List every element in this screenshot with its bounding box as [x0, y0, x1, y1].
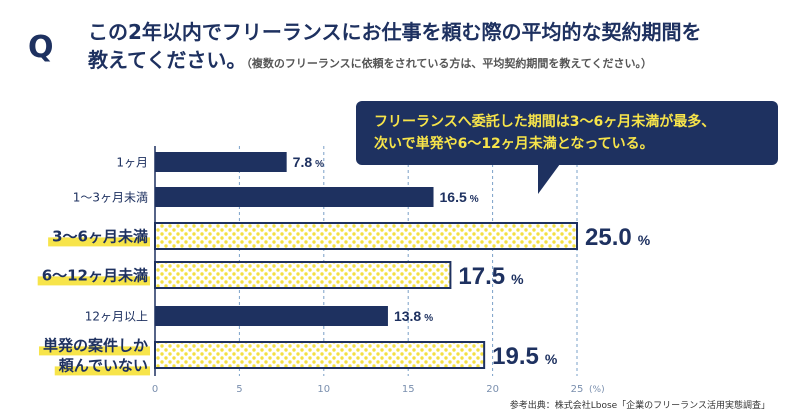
category-label: 頼んでいない [58, 356, 148, 374]
x-tick-label: 20 [486, 384, 499, 395]
category-highlight [48, 237, 150, 247]
source-note: 参考出典：株式会社Lbose「企業のフリーランス活用実態調査」 [509, 401, 770, 411]
question-title: この2年以内でフリーランスにお仕事を頼む際の平均的な契約期間を 教えてください。… [88, 18, 788, 78]
value-label: 19.5 [492, 343, 539, 370]
category-highlight [38, 346, 150, 356]
callout-line-2: 次いで単発や6〜12ヶ月未満となっている。 [374, 136, 654, 152]
bar [154, 222, 578, 250]
category-label: 3〜6ヶ月未満 [52, 227, 148, 245]
callout-line-1: フリーランスへ委託した期間は3〜6ヶ月未満が最多、 [374, 114, 716, 130]
question-mark: Q [28, 30, 54, 65]
category-highlight [54, 366, 150, 376]
value-unit-label: % [424, 313, 433, 324]
bars-layer [154, 152, 578, 369]
value-unit-label: % [545, 351, 558, 367]
labels-layer: 0 5 10 15 20 25 (%) 7.8 % 1ヶ月 16.5 % 1〜3ヶ月未満 25.0 % 3〜6… [37, 154, 651, 395]
title-note: （複数のフリーランスに依頼をされている方は、平均契約期間を教えてください。） [246, 57, 652, 70]
x-tick-label: 10 [317, 384, 330, 395]
bar [155, 152, 287, 172]
value-unit-label: % [638, 232, 651, 248]
x-unit-label: (%) [589, 385, 605, 395]
category-label: 単発の案件しか [43, 336, 148, 354]
value-label: 17.5 [458, 263, 505, 290]
category-highlight [37, 276, 150, 286]
bar [154, 341, 486, 369]
callout-tail [538, 164, 560, 194]
value-label: 25.0 [585, 224, 632, 251]
category-label: 12ヶ月以上 [85, 309, 148, 323]
x-tick-label: 5 [236, 384, 242, 395]
bar [155, 306, 388, 326]
bar [154, 261, 452, 289]
value-label: 13.8 [394, 308, 421, 324]
category-label: 1〜3ヶ月未満 [73, 190, 148, 204]
category-label: 6〜12ヶ月未満 [42, 266, 148, 284]
x-tick-label: 15 [402, 384, 415, 395]
value-unit-label: % [315, 159, 324, 170]
category-label: 1ヶ月 [116, 155, 148, 169]
title-line-2: 教えてください。（複数のフリーランスに依頼をされている方は、平均契約期間を教えて… [88, 46, 788, 78]
title-line-2-text: 教えてください。 [88, 48, 247, 72]
value-label: 16.5 [440, 189, 467, 205]
callout-box: フリーランスへ委託した期間は3〜6ヶ月未満が最多、 次いで単発や6〜12ヶ月未満… [356, 101, 778, 165]
bar [155, 187, 434, 207]
title-line-1: この2年以内でフリーランスにお仕事を頼む際の平均的な契約期間を [88, 20, 702, 44]
value-unit-label: % [470, 194, 479, 205]
value-unit-label: % [511, 271, 524, 287]
x-tick-label: 0 [152, 384, 158, 395]
x-tick-label: 25 [571, 384, 584, 395]
value-label: 7.8 [293, 154, 313, 170]
